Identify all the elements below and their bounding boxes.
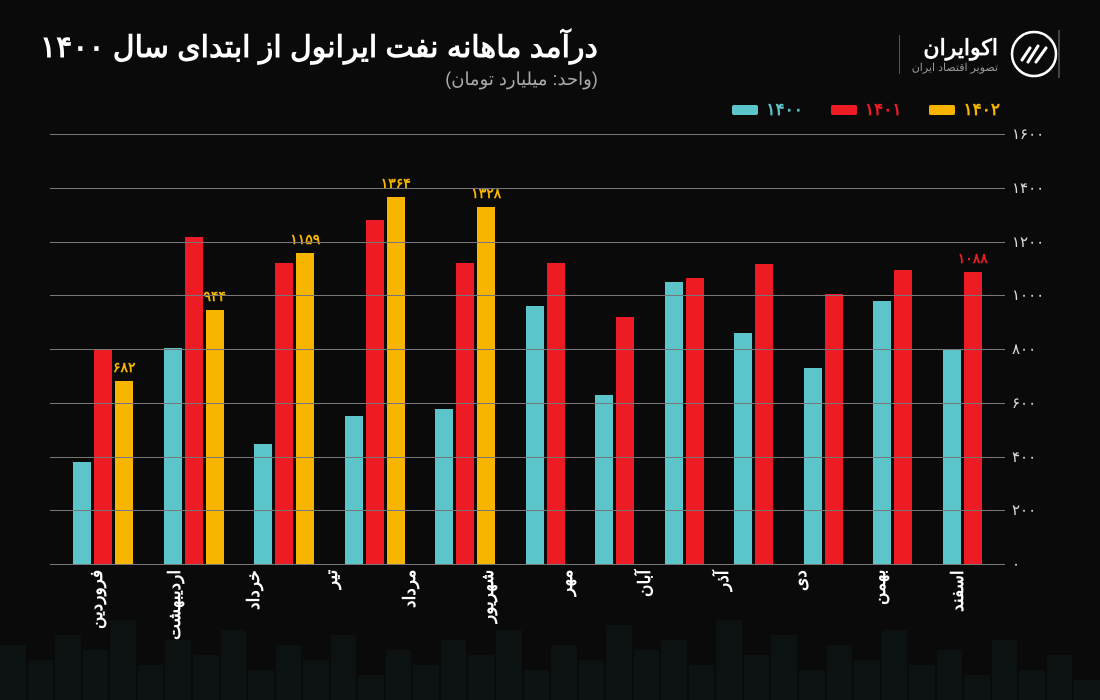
bar [595, 395, 613, 564]
logo-sub: تصویر اقتصاد ایران [912, 61, 998, 74]
grid-line [50, 188, 1005, 189]
grid-line [50, 134, 1005, 135]
bar [616, 317, 634, 564]
y-axis-label: ۸۰۰ [1012, 340, 1057, 358]
legend-label: ۱۴۰۱ [865, 100, 902, 120]
bar: ۶۸۲ [115, 381, 133, 564]
bar [734, 333, 752, 564]
x-axis-label: تیر [322, 570, 342, 660]
chart-subtitle: (واحد: میلیارد تومان) [40, 69, 598, 90]
x-axis-label: آذر [713, 570, 733, 660]
legend-item: ۱۴۰۱ [831, 100, 902, 120]
legend-swatch [831, 105, 857, 115]
bar [275, 263, 293, 564]
bar [254, 444, 272, 564]
y-axis-label: ۱۴۰۰ [1012, 179, 1057, 197]
bar [825, 294, 843, 564]
bar [755, 264, 773, 564]
bar [435, 409, 453, 564]
bar: ۱۱۵۹ [296, 253, 314, 564]
bar [686, 278, 704, 564]
legend: ۱۴۰۰ ۱۴۰۱ ۱۴۰۲ [40, 100, 1000, 120]
month-group: ۱۰۸۸ [943, 272, 982, 564]
x-axis-label: خرداد [244, 570, 264, 660]
month-group [526, 263, 565, 564]
x-axis-label: فروردین [87, 570, 107, 660]
logo-block: اکوایران تصویر اقتصاد ایران [899, 30, 1060, 78]
bar-value-label: ۱۱۵۹ [290, 231, 320, 248]
bar-value-label: ۱۰۸۸ [958, 250, 988, 267]
y-axis-label: ۰ [1012, 555, 1057, 573]
grid-line [50, 295, 1005, 296]
x-axis-label: اردیبهشت [165, 570, 185, 660]
x-axis-label: مرداد [400, 570, 420, 660]
bar-value-label: ۶۸۲ [113, 359, 136, 376]
month-group [873, 270, 912, 564]
x-axis-label: مهر [557, 570, 577, 660]
bar-value-label: ۹۴۴ [203, 288, 226, 305]
legend-item: ۱۴۰۲ [929, 100, 1000, 120]
y-axis-label: ۱۰۰۰ [1012, 286, 1057, 304]
bar [366, 220, 384, 564]
grid-line [50, 457, 1005, 458]
y-axis-label: ۲۰۰ [1012, 501, 1057, 519]
y-axis-label: ۶۰۰ [1012, 394, 1057, 412]
month-group: ۹۴۴ [164, 237, 224, 564]
ecoiran-logo-icon [1010, 30, 1058, 78]
bar [185, 237, 203, 564]
y-axis-label: ۴۰۰ [1012, 448, 1057, 466]
grid-line [50, 242, 1005, 243]
logo-main: اکوایران [912, 35, 998, 61]
grid-line [50, 564, 1005, 565]
bar [894, 270, 912, 564]
x-axis: فروردین اردیبهشت خرداد تیر مرداد شهریور مهر آبا… [50, 570, 1005, 660]
legend-label: ۱۴۰۰ [766, 100, 803, 120]
chart-title: درآمد ماهانه نفت ایرانول از ابتدای سال ۱… [40, 30, 598, 65]
grid-line [50, 349, 1005, 350]
chart-container: اکوایران تصویر اقتصاد ایران درآمد ماهانه… [0, 0, 1100, 700]
bar: ۱۰۸۸ [964, 272, 982, 564]
legend-label: ۱۴۰۲ [963, 100, 1000, 120]
month-group: ۱۱۵۹ [254, 253, 314, 564]
bar [73, 462, 91, 564]
bar [547, 263, 565, 564]
x-axis-label: اسفند [948, 570, 968, 660]
y-axis-label: ۱۶۰۰ [1012, 125, 1057, 143]
logo-text: اکوایران تصویر اقتصاد ایران [899, 35, 998, 74]
grid-line [50, 510, 1005, 511]
month-group: ۱۳۶۴ [345, 197, 405, 564]
month-group [734, 264, 773, 564]
x-axis-label: بهمن [870, 570, 890, 660]
bar: ۱۳۶۴ [387, 197, 405, 564]
x-axis-label: شهریور [478, 570, 498, 660]
bar [804, 368, 822, 564]
x-axis-label: دی [791, 570, 811, 660]
bar [456, 263, 474, 564]
bar [665, 282, 683, 564]
month-group [665, 278, 704, 564]
chart-plot-area: ۶۸۲۹۴۴۱۱۵۹۱۳۶۴۱۳۲۸۱۰۸۸ ۰۲۰۰۴۰۰۶۰۰۸۰۰۱۰۰۰… [50, 134, 1005, 564]
bar-value-label: ۱۳۶۴ [381, 175, 411, 192]
legend-swatch [732, 105, 758, 115]
month-group [595, 317, 634, 564]
legend-swatch [929, 105, 955, 115]
legend-item: ۱۴۰۰ [732, 100, 803, 120]
x-axis-label: آبان [635, 570, 655, 660]
title-block: درآمد ماهانه نفت ایرانول از ابتدای سال ۱… [40, 30, 598, 90]
bar [526, 306, 544, 564]
month-group [804, 294, 843, 564]
bar [345, 416, 363, 564]
bar [873, 301, 891, 564]
header: اکوایران تصویر اقتصاد ایران درآمد ماهانه… [40, 30, 1060, 90]
grid-line [50, 403, 1005, 404]
y-axis-label: ۱۲۰۰ [1012, 233, 1057, 251]
